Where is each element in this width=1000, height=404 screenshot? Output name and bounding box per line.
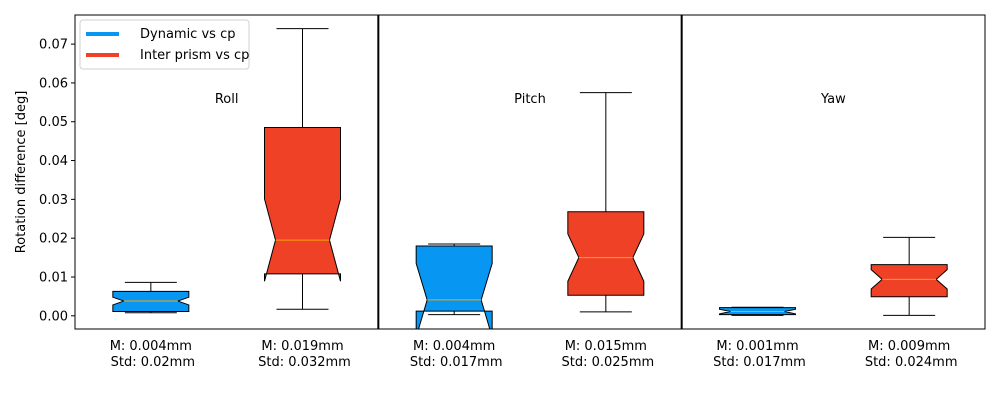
x-tick-label-std: Std: 0.025mm [561, 355, 654, 370]
x-tick-label-std: Std: 0.02mm [111, 355, 195, 370]
box-1 [264, 28, 341, 310]
x-tick-label-mean: M: 0.009mm [868, 339, 950, 354]
y-tick-label: 0.06 [39, 76, 68, 91]
box-3 [567, 92, 645, 313]
x-tick-label-mean: M: 0.019mm [261, 339, 343, 354]
notched-box [415, 245, 493, 329]
y-tick-label: 0.02 [39, 232, 68, 247]
notched-box [264, 127, 341, 282]
y-tick-label: 0.03 [39, 193, 68, 208]
legend: Dynamic vs cp Inter prism vs cp [79, 19, 250, 70]
y-tick-label: 0.00 [39, 309, 68, 324]
box-4 [719, 306, 796, 316]
x-tick-label-std: Std: 0.017mm [410, 355, 503, 370]
y-tick-label: 0.05 [39, 115, 68, 130]
y-tick-label: 0.01 [39, 270, 68, 285]
x-tick-label-mean: M: 0.001mm [716, 339, 798, 354]
legend-frame [79, 19, 250, 70]
x-tick-label-std: Std: 0.017mm [713, 355, 806, 370]
x-tick-label-std: Std: 0.024mm [865, 355, 958, 370]
panel-title-pitch: Pitch [514, 92, 546, 107]
legend-label-inter-prism: Inter prism vs cp [140, 48, 249, 63]
y-tick-label: 0.07 [39, 38, 68, 53]
x-tick-label-mean: M: 0.004mm [110, 339, 192, 354]
x-tick-label-mean: M: 0.015mm [565, 339, 647, 354]
x-tick-label-std: Std: 0.032mm [258, 355, 351, 370]
y-axis-label: Rotation difference [deg] [14, 91, 29, 254]
plot-frame [74, 14, 986, 330]
box-2 [415, 243, 493, 329]
box-0 [112, 281, 190, 314]
panel-title-yaw: Yaw [820, 92, 846, 107]
y-tick-label: 0.04 [39, 154, 68, 169]
legend-label-dynamic: Dynamic vs cp [140, 27, 235, 42]
panel-title-roll: Roll [215, 92, 239, 107]
box-5 [870, 236, 948, 316]
notched-box [567, 211, 645, 296]
notched-box [870, 264, 948, 298]
x-tick-label-mean: M: 0.004mm [413, 339, 495, 354]
